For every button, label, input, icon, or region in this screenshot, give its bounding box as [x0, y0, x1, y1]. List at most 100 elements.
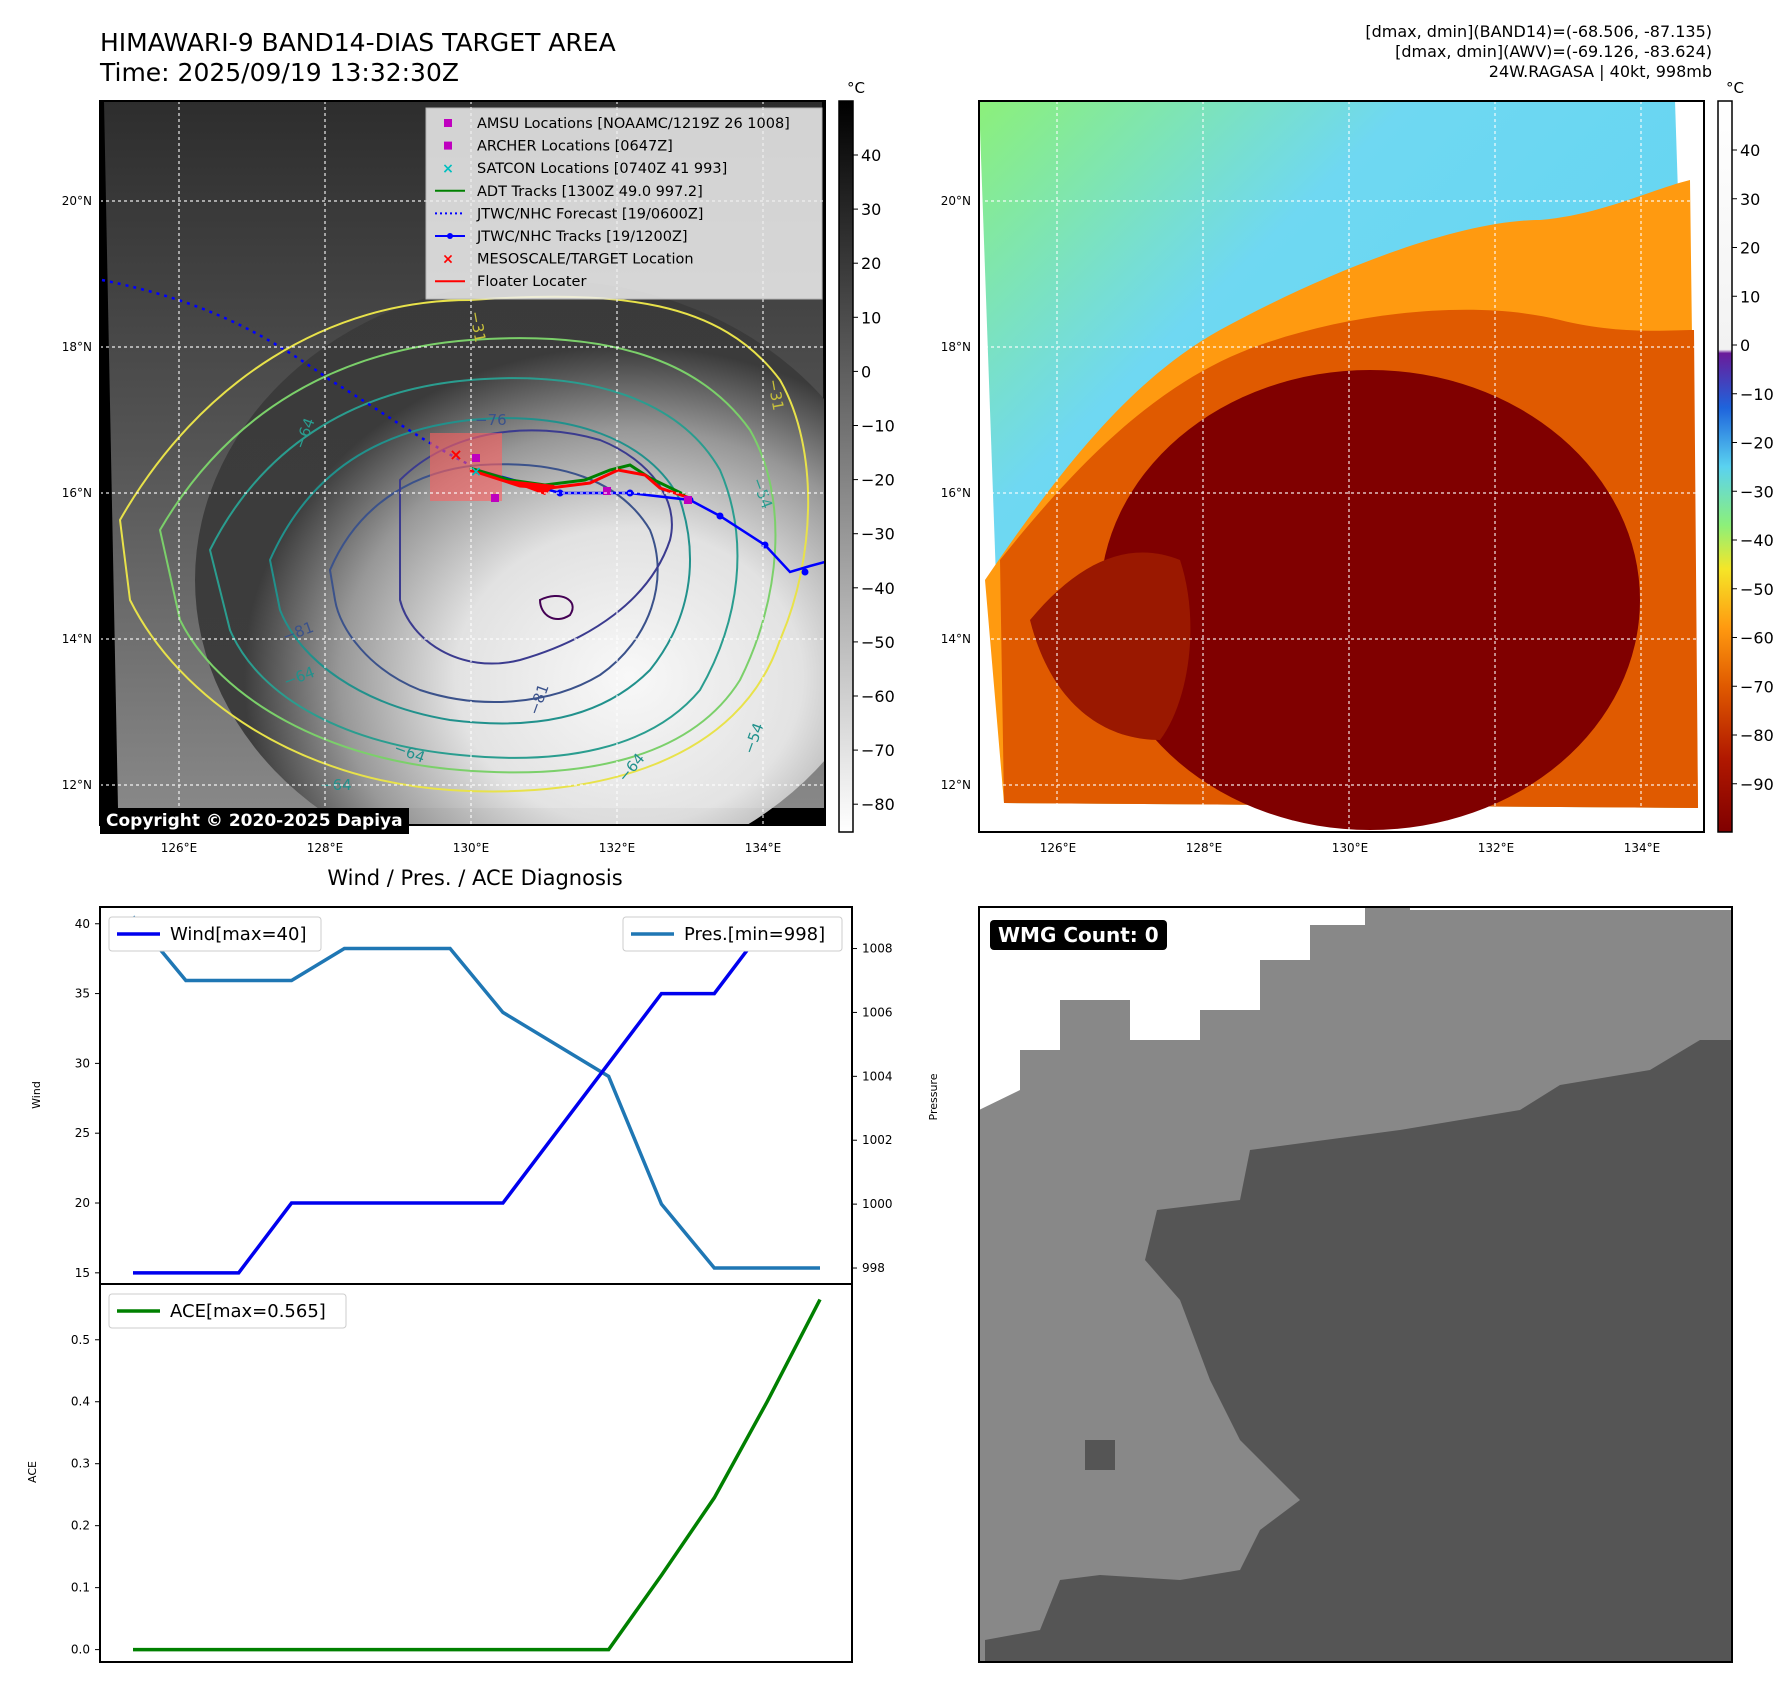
lat-tick-label: 14°N	[62, 632, 92, 646]
wmg-panel	[978, 906, 1733, 1663]
wind-ytick-label: 25	[75, 1126, 90, 1140]
gray-colorbar-bar	[838, 100, 854, 833]
gray-colorbar-tick-label: 40	[861, 146, 881, 165]
wind-legend-frame	[108, 916, 322, 952]
jtwc-track-point	[556, 489, 564, 497]
lon-tick-label: 132°E	[599, 841, 636, 855]
amsu-marker	[603, 487, 611, 495]
wind-axis-label: Wind	[30, 1081, 43, 1109]
temperature-contours	[118, 295, 810, 793]
color-colorbar-tick-label: −90	[1740, 775, 1774, 794]
legend-square-marker	[444, 119, 452, 127]
pressure-legend-label: Pres.[min=998]	[684, 924, 825, 945]
legend-item-label: AMSU Locations [NOAAMC/1219Z 26 1008]	[477, 116, 790, 132]
jtwc-track-point	[716, 512, 724, 520]
legend-frame	[425, 107, 823, 300]
diagnosis-title: Wind / Pres. / ACE Diagnosis	[327, 866, 622, 890]
lat-tick-label: 12°N	[62, 778, 92, 792]
color-gridlines	[979, 101, 1704, 832]
pressure-legend-frame	[622, 916, 843, 952]
color-map-frame	[978, 100, 1705, 833]
lat-tick-label: 16°N	[941, 486, 971, 500]
satcon-marker: ×	[470, 464, 482, 480]
wind-ytick-label: 20	[75, 1196, 90, 1210]
wind-series-line	[133, 922, 820, 1275]
pressure-ytick-label: 1004	[862, 1069, 893, 1083]
lat-tick-label: 12°N	[941, 778, 971, 792]
wind-ytick-label: 35	[75, 987, 90, 1001]
color-colorbar-tick-label: −60	[1740, 629, 1774, 648]
color-colorbar-tick-label: −80	[1740, 726, 1774, 745]
pressure-ytick-label: 1006	[862, 1005, 893, 1019]
color-colorbar-tick-label: 0	[1740, 336, 1750, 355]
wind-ytick-label: 40	[75, 917, 90, 931]
legend-square-marker	[444, 141, 452, 150]
ace-ytick-label: 0.4	[71, 1395, 90, 1409]
color-colorbar-tick-label: −30	[1740, 482, 1774, 501]
ace-ytick-label: 0.1	[71, 1581, 90, 1595]
gray-colorbar-tick-label: −50	[861, 633, 895, 652]
ace-axis-label: ACE	[26, 1461, 39, 1483]
band14-range: [dmax, dmin](BAND14)=(-68.506, -87.135)	[1365, 22, 1712, 41]
figure-title: HIMAWARI-9 BAND14-DIAS TARGET AREA	[100, 28, 616, 57]
legend-item-label: JTWC/NHC Forecast [19/0600Z]	[476, 206, 703, 222]
wmg-dark-region	[985, 1040, 1732, 1662]
ace-ytick-label: 0.5	[71, 1333, 90, 1347]
contour-label: −76	[475, 411, 507, 429]
legend-item-label: JTWC/NHC Tracks [19/1200Z]	[476, 229, 688, 245]
gray-colorbar-tick-label: 10	[861, 308, 881, 327]
lon-tick-label: 132°E	[1478, 841, 1515, 855]
lat-tick-label: 16°N	[62, 486, 92, 500]
wmg-frame	[978, 906, 1733, 1663]
pressure-axis-label: Pressure	[927, 1073, 940, 1120]
legend-item-label: Floater Locater	[477, 274, 586, 290]
lat-tick-label: 20°N	[941, 194, 971, 208]
pressure-series-line	[131, 915, 820, 1270]
legend-x-marker: ×	[442, 161, 454, 177]
pressure-ytick-label: 1000	[862, 1197, 893, 1211]
ace-legend: ACE[max=0.565]	[108, 1293, 347, 1329]
legend: AMSU Locations [NOAAMC/1219Z 26 1008] ARC…	[425, 107, 823, 300]
ace-ytick-label: 0.0	[71, 1643, 90, 1657]
lat-tick-label: 20°N	[62, 194, 92, 208]
lon-tick-label: 128°E	[1186, 841, 1223, 855]
legend-item-label: ARCHER Locations [0647Z]	[477, 139, 673, 155]
wind-ytick-label: 15	[75, 1266, 90, 1280]
ir-map-frame	[99, 100, 826, 826]
amsu-marker	[684, 496, 692, 504]
color-colorbar-tick-label: 40	[1740, 141, 1760, 160]
figure-time: Time: 2025/09/19 13:32:30Z	[100, 58, 459, 87]
color-band	[1030, 552, 1191, 740]
legend-item-label: SATCON Locations [0740Z 41 993]	[477, 161, 727, 177]
legend-x-marker: ×	[442, 252, 454, 268]
lon-tick-label: 134°E	[745, 841, 782, 855]
wind-legend-label: Wind[max=40]	[170, 924, 307, 945]
gray-colorbar-tick-label: −70	[861, 741, 895, 760]
wmg-count-label: WMG Count: 0	[990, 920, 1167, 950]
wmg-dark-patch	[1085, 1440, 1115, 1470]
lon-tick-label: 130°E	[1332, 841, 1369, 855]
pressure-ytick-label: 998	[862, 1261, 885, 1275]
ace-ytick-label: 0.2	[71, 1519, 90, 1533]
gray-colorbar: °C 40 30 20 10 0 −10 −20 −30 −40 −50 −60 −70 −80	[838, 79, 895, 833]
target-marker: ×	[449, 445, 462, 464]
mesoscale-target-box	[430, 433, 502, 501]
pressure-ytick-label: 1002	[862, 1133, 893, 1147]
wind-ytick-label: 30	[75, 1056, 90, 1070]
color-colorbar-tick-label: 10	[1740, 287, 1760, 306]
gray-colorbar-tick-label: −20	[861, 471, 895, 490]
jtwc-track-point	[801, 568, 809, 576]
storm-summary: 24W.RAGASA | 40kt, 998mb	[1488, 62, 1712, 81]
lon-tick-label: 130°E	[453, 841, 490, 855]
color-colorbar-tick-label: −10	[1740, 385, 1774, 404]
gray-colorbar-unit: °C	[847, 79, 865, 97]
color-ir-map-panel: 126°E 128°E 130°E 132°E 134°E 20°N 18°N 16°N 14…	[941, 100, 1705, 855]
color-colorbar-bar	[1717, 100, 1733, 833]
wmg-clear-region	[979, 907, 1365, 1110]
gray-colorbar-tick-label: −10	[861, 417, 895, 436]
gray-colorbar-tick-label: −60	[861, 687, 895, 706]
lon-tick-label: 134°E	[1624, 841, 1661, 855]
pressure-legend: Pres.[min=998]	[622, 916, 843, 952]
color-colorbar-tick-label: −70	[1740, 677, 1774, 696]
